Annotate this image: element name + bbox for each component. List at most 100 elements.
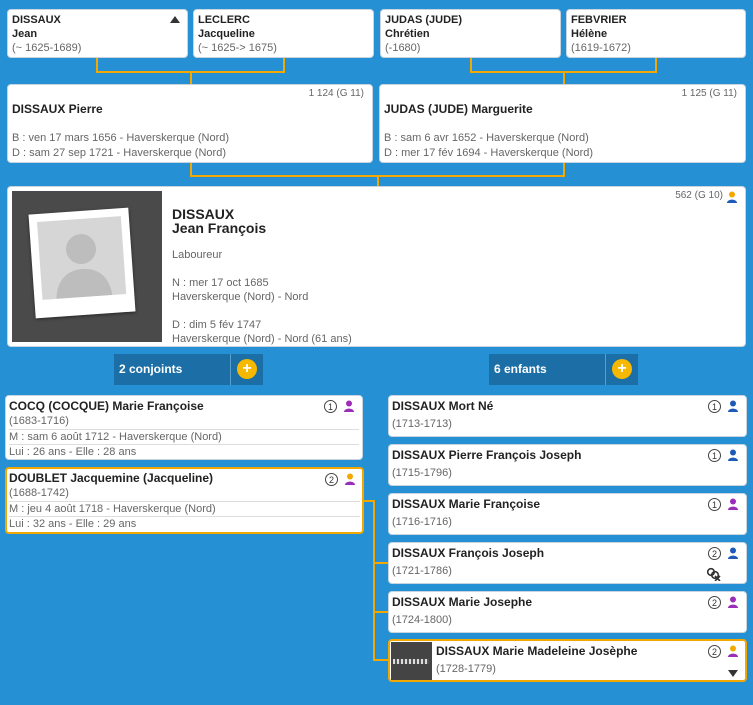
union-number-badge: 1 bbox=[324, 400, 337, 413]
unlink-rings-icon[interactable] bbox=[706, 567, 721, 581]
connector-line bbox=[373, 562, 388, 564]
male-user-icon bbox=[728, 400, 738, 412]
child-dates: (1728-1779) bbox=[436, 663, 496, 675]
divider bbox=[9, 516, 360, 517]
death-date: D : dim 5 fév 1747 bbox=[172, 319, 262, 331]
expand-down-icon[interactable] bbox=[728, 670, 738, 677]
person-id: 1 124 (G 11) bbox=[308, 88, 364, 99]
connector-line bbox=[563, 72, 565, 85]
connector-line bbox=[190, 163, 192, 176]
mother-card[interactable]: 1 125 (G 11) JUDAS (JUDE) Marguerite B :… bbox=[379, 84, 746, 163]
marriage-info: M : sam 6 août 1712 - Haverskerque (Nord… bbox=[9, 431, 222, 443]
child-name: DISSAUX Pierre François Joseph bbox=[392, 448, 582, 462]
divider bbox=[9, 444, 359, 445]
spouses-count: 2 conjoints bbox=[119, 362, 183, 376]
spouses-bar[interactable]: 2 conjoints + bbox=[114, 354, 263, 385]
male-user-icon bbox=[728, 547, 738, 559]
union-number-badge: 1 bbox=[708, 449, 721, 462]
father-name: DISSAUX Pierre bbox=[12, 102, 103, 116]
connector-line bbox=[373, 611, 388, 613]
grandparent-dates: (1619-1672) bbox=[571, 42, 631, 54]
spouse-card[interactable]: COCQ (COCQUE) Marie Françoise 1 (1683-17… bbox=[5, 395, 363, 460]
grandparent-card[interactable]: DISSAUX Jean (~ 1625-1689) bbox=[7, 9, 188, 58]
ages-info: Lui : 26 ans - Elle : 28 ans bbox=[9, 446, 137, 458]
union-number-badge: 2 bbox=[708, 645, 721, 658]
grandparent-surname: JUDAS (JUDE) bbox=[385, 14, 463, 26]
mother-name: JUDAS (JUDE) Marguerite bbox=[384, 102, 533, 116]
person-id: 1 125 (G 11) bbox=[681, 88, 737, 99]
female-user-icon bbox=[728, 645, 738, 657]
child-dates: (1724-1800) bbox=[392, 614, 452, 626]
marriage-info: M : jeu 4 août 1718 - Haverskerque (Nord… bbox=[9, 503, 216, 515]
grandparent-surname: DISSAUX bbox=[12, 14, 61, 26]
child-card-selected[interactable]: DISSAUX Marie Madeleine Josèphe 2 (1728-… bbox=[388, 639, 747, 682]
photo-frame bbox=[12, 191, 162, 342]
mother-death: D : mer 17 fév 1694 - Haverskerque (Nord… bbox=[384, 147, 594, 159]
grandparent-dates: (~ 1625-> 1675) bbox=[198, 42, 277, 54]
connector-line bbox=[364, 500, 374, 502]
children-bar[interactable]: 6 enfants + bbox=[489, 354, 638, 385]
child-dates: (1716-1716) bbox=[392, 516, 452, 528]
union-number-badge: 2 bbox=[708, 547, 721, 560]
main-person-card[interactable]: 562 (G 10) DISSAUX Jean François Laboure… bbox=[7, 186, 746, 347]
grandparent-surname: LECLERC bbox=[198, 14, 250, 26]
female-user-icon bbox=[728, 498, 738, 510]
avatar bbox=[28, 207, 136, 319]
female-user-icon bbox=[344, 400, 354, 412]
father-death: D : sam 27 sep 1721 - Haverskerque (Nord… bbox=[12, 147, 226, 159]
grandparent-card[interactable]: FEBVRIER Hélène (1619-1672) bbox=[566, 9, 746, 58]
grandparent-dates: (~ 1625-1689) bbox=[12, 42, 82, 54]
child-name: DISSAUX François Joseph bbox=[392, 546, 545, 560]
union-number-badge: 2 bbox=[708, 596, 721, 609]
child-card[interactable]: DISSAUX Mort Né 1 (1713-1713) bbox=[388, 395, 747, 437]
grandparent-card[interactable]: JUDAS (JUDE) Chrétien (-1680) bbox=[380, 9, 561, 58]
male-user-icon bbox=[727, 191, 737, 203]
birth-place: Haverskerque (Nord) - Nord bbox=[172, 291, 309, 303]
father-card[interactable]: 1 124 (G 11) DISSAUX Pierre B : ven 17 m… bbox=[7, 84, 373, 163]
child-dates: (1721-1786) bbox=[392, 565, 452, 577]
grandparent-dates: (-1680) bbox=[385, 42, 421, 54]
grandparent-given: Jacqueline bbox=[198, 28, 255, 40]
grandparent-card[interactable]: LECLERC Jacqueline (~ 1625-> 1675) bbox=[193, 9, 374, 58]
union-number-badge: 1 bbox=[708, 400, 721, 413]
connector-line bbox=[190, 72, 192, 85]
divider bbox=[9, 501, 360, 502]
spouse-dates: (1683-1716) bbox=[9, 415, 69, 427]
child-name: DISSAUX Marie Françoise bbox=[392, 497, 541, 511]
ages-info: Lui : 32 ans - Elle : 29 ans bbox=[9, 518, 137, 530]
person-silhouette-icon bbox=[56, 234, 113, 299]
child-name: DISSAUX Mort Né bbox=[392, 399, 494, 413]
grandparent-surname: FEBVRIER bbox=[571, 14, 627, 26]
spouse-dates: (1688-1742) bbox=[9, 487, 69, 499]
occupation: Laboureur bbox=[172, 249, 223, 261]
child-dates: (1715-1796) bbox=[392, 467, 452, 479]
spouse-card-selected[interactable]: DOUBLET Jacquemine (Jacqueline) 2 (1688-… bbox=[5, 467, 364, 534]
main-given: Jean François bbox=[172, 220, 267, 236]
connector-line bbox=[283, 58, 285, 72]
grandparent-given: Chrétien bbox=[385, 28, 430, 40]
birth-date: N : mer 17 oct 1685 bbox=[172, 277, 269, 289]
spouse-name: COCQ (COCQUE) Marie Françoise bbox=[9, 399, 204, 413]
female-user-icon bbox=[728, 596, 738, 608]
connector-line bbox=[96, 58, 98, 72]
bar-divider bbox=[605, 354, 606, 385]
union-number-badge: 2 bbox=[325, 473, 338, 486]
child-card[interactable]: DISSAUX François Joseph 2 (1721-1786) bbox=[388, 542, 747, 584]
collapse-up-icon[interactable] bbox=[170, 16, 180, 23]
child-card[interactable]: DISSAUX Marie Josephe 2 (1724-1800) bbox=[388, 591, 747, 633]
connector-line bbox=[655, 58, 657, 72]
death-place: Haverskerque (Nord) - Nord (61 ans) bbox=[172, 333, 352, 345]
children-count: 6 enfants bbox=[494, 362, 547, 376]
main-surname: DISSAUX bbox=[172, 206, 235, 222]
mother-birth: B : sam 6 avr 1652 - Haverskerque (Nord) bbox=[384, 132, 589, 144]
child-dates: (1713-1713) bbox=[392, 418, 452, 430]
child-card[interactable]: DISSAUX Marie Françoise 1 (1716-1716) bbox=[388, 493, 747, 535]
grandparent-given: Hélène bbox=[571, 28, 608, 40]
add-child-button[interactable]: + bbox=[612, 359, 632, 379]
bar-divider bbox=[230, 354, 231, 385]
add-spouse-button[interactable]: + bbox=[237, 359, 257, 379]
child-name: DISSAUX Marie Madeleine Josèphe bbox=[436, 644, 638, 658]
connector-line bbox=[470, 58, 472, 72]
grandparent-given: Jean bbox=[12, 28, 38, 40]
child-card[interactable]: DISSAUX Pierre François Joseph 1 (1715-1… bbox=[388, 444, 747, 486]
